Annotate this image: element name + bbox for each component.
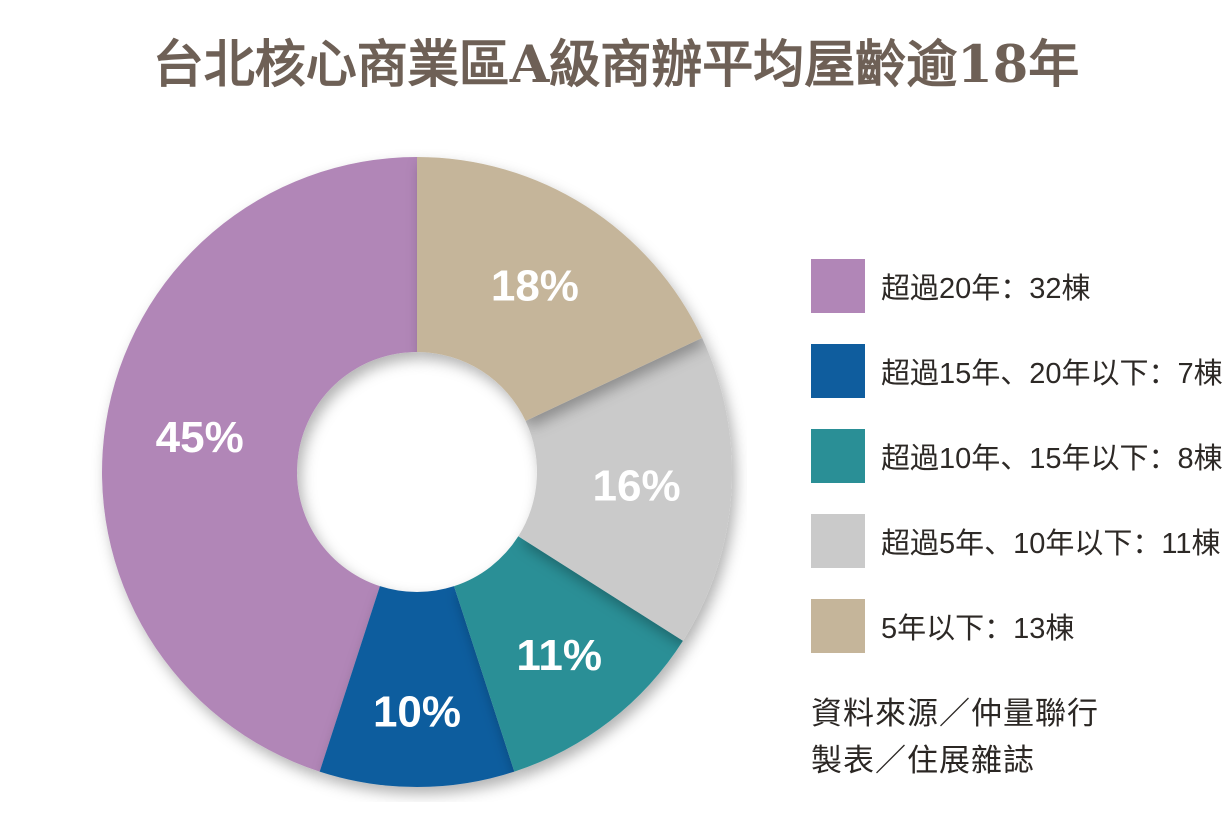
percent-label-3: 16% xyxy=(593,461,681,510)
donut-segment-1 xyxy=(319,586,515,787)
legend-label: 超過10年、15年以下：8棟 xyxy=(881,443,1223,475)
legend-label: 超過20年：32棟 xyxy=(881,273,1091,305)
legend-item: 5年以下：13棟 xyxy=(811,599,1223,653)
legend-swatch-10to15y xyxy=(811,429,865,483)
donut-segment-2 xyxy=(454,536,683,772)
legend-swatch-over20y xyxy=(811,259,865,313)
legend-item: 超過20年：32棟 xyxy=(811,259,1223,313)
source-line-1: 資料來源／仲量聯行 xyxy=(811,696,1099,731)
source-line-2: 製表／住展雜誌 xyxy=(811,743,1035,778)
legend-swatch-under5y xyxy=(811,599,865,653)
legend-label: 超過5年、10年以下：11棟 xyxy=(881,528,1221,560)
legend-label: 5年以下：13棟 xyxy=(881,613,1075,645)
donut-chart: 45% 10% 11% 16% 18% xyxy=(102,157,732,787)
chart-title: 台北核心商業區A級商辦平均屋齡逾18年 xyxy=(152,35,1080,95)
percent-label-1: 10% xyxy=(373,688,461,737)
donut-segment-4 xyxy=(417,157,703,421)
legend-item: 超過5年、10年以下：11棟 xyxy=(811,514,1223,568)
legend-label: 超過15年、20年以下：7棟 xyxy=(881,358,1223,390)
legend: 超過20年：32棟 超過15年、20年以下：7棟 超過10年、15年以下：8棟 … xyxy=(811,259,1223,653)
donut-segment-3 xyxy=(518,337,732,641)
percent-label-0: 45% xyxy=(156,413,244,462)
donut-segment-0 xyxy=(102,157,418,772)
source-note: 資料來源／仲量聯行 製表／住展雜誌 xyxy=(811,690,1099,784)
legend-swatch-5to10y xyxy=(811,514,865,568)
percent-label-2: 11% xyxy=(516,631,602,680)
legend-item: 超過10年、15年以下：8棟 xyxy=(811,429,1223,483)
legend-item: 超過15年、20年以下：7棟 xyxy=(811,344,1223,398)
legend-swatch-15to20y xyxy=(811,344,865,398)
percent-label-4: 18% xyxy=(491,262,579,311)
